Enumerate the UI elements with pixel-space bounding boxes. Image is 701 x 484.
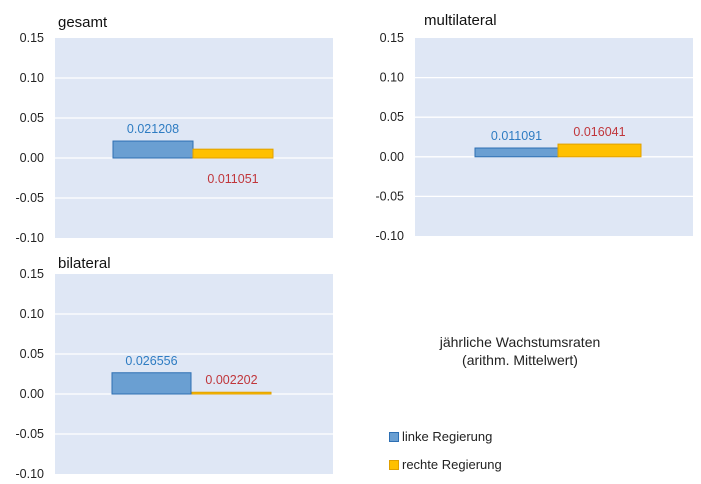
legend-swatch-left (389, 431, 399, 442)
caption-line2: (arithm. Mittelwert) (462, 352, 578, 368)
legend-item-left: linke Regierung (389, 429, 492, 444)
y-tick-label-multilateral: 0.10 (380, 71, 404, 85)
data-label-multilateral-right: 0.016041 (573, 125, 625, 139)
y-tick-label-multilateral: 0.00 (380, 150, 404, 164)
y-tick-label-bilateral: 0.00 (20, 387, 44, 401)
legend-label-left: linke Regierung (402, 429, 493, 444)
y-tick-label-gesamt: 0.05 (20, 111, 44, 125)
data-label-bilateral-right: 0.002202 (205, 373, 257, 387)
bar-multilateral-left (474, 147, 559, 158)
legend-item-right: rechte Regierung (389, 457, 502, 472)
chart-title-multilateral: multilateral (424, 12, 497, 29)
caption-line1: jährliche Wachstumsraten (439, 334, 601, 350)
y-tick-label-gesamt: -0.05 (16, 191, 45, 205)
y-tick-label-gesamt: -0.10 (16, 231, 45, 245)
y-tick-label-bilateral: 0.15 (20, 267, 44, 281)
y-tick-label-multilateral: -0.05 (376, 189, 405, 203)
data-label-multilateral-left: 0.011091 (491, 129, 542, 143)
y-tick-label-multilateral: 0.05 (380, 110, 404, 124)
data-label-gesamt-right: 0.011051 (207, 172, 258, 186)
y-tick-label-gesamt: 0.00 (20, 151, 44, 165)
y-tick-label-multilateral: -0.10 (376, 229, 405, 243)
plot-area-multilateral (415, 38, 693, 236)
y-tick-label-multilateral: 0.15 (380, 31, 404, 45)
chart-title-bilateral: bilateral (58, 255, 111, 272)
y-tick-label-bilateral: 0.10 (20, 307, 44, 321)
chart-caption: jährliche Wachstumsraten (arithm. Mittel… (420, 333, 620, 369)
plot-area-bilateral (55, 274, 333, 474)
bar-gesamt-right (192, 148, 274, 159)
data-label-gesamt-left: 0.021208 (127, 122, 179, 136)
bar-bilateral-right (191, 391, 272, 395)
bar-gesamt-left (112, 140, 194, 159)
chart-title-gesamt: gesamt (58, 14, 108, 31)
plot-area-gesamt (55, 38, 333, 238)
y-tick-label-bilateral: -0.05 (16, 427, 45, 441)
legend-label-right: rechte Regierung (402, 457, 502, 472)
y-tick-label-bilateral: 0.05 (20, 347, 44, 361)
legend-swatch-right (389, 459, 399, 470)
y-tick-label-gesamt: 0.15 (20, 31, 44, 45)
data-label-bilateral-left: 0.026556 (125, 354, 177, 368)
y-tick-label-bilateral: -0.10 (16, 467, 45, 481)
bar-multilateral-right (557, 143, 642, 158)
bar-bilateral-left (111, 372, 192, 395)
y-tick-label-gesamt: 0.10 (20, 71, 44, 85)
